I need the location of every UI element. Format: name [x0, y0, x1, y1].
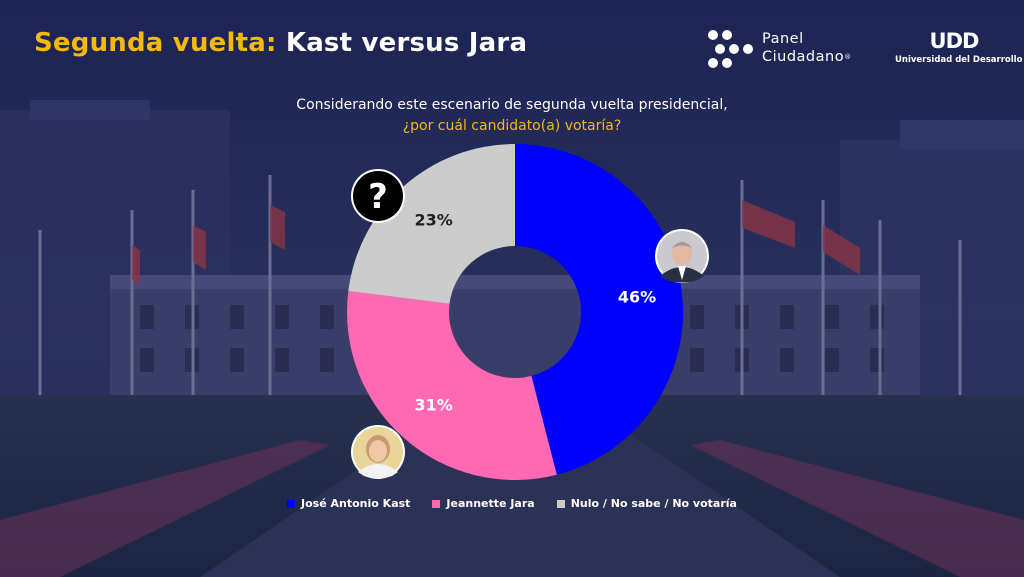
chart-legend: José Antonio Kast Jeannette Jara Nulo / … — [0, 497, 1024, 510]
legend-swatch-jara — [432, 499, 441, 508]
question-line-2: ¿por cuál candidato(a) votaría? — [402, 118, 622, 134]
photo-jara-icon — [351, 425, 405, 479]
legend-item-nulo: Nulo / No sabe / No votaría — [556, 497, 737, 510]
legend-label-kast: José Antonio Kast — [301, 497, 411, 510]
udd-logo: UDD Universidad del Desarrollo — [895, 29, 1023, 65]
slice-kast — [515, 144, 684, 475]
panel-logo-line-1: Panel — [762, 31, 804, 47]
legend-swatch-nulo — [556, 499, 565, 508]
udd-logo-subtitle: Universidad del Desarrollo — [895, 55, 1023, 65]
svg-text:?: ? — [368, 177, 388, 217]
legend-item-jara: Jeannette Jara — [432, 497, 535, 510]
data-label-kast: 46% — [618, 288, 656, 307]
slice-jara — [346, 290, 557, 481]
legend-label-jara: Jeannette Jara — [446, 497, 535, 510]
legend-label-nulo: Nulo / No sabe / No votaría — [570, 497, 737, 510]
data-label-nulo: 23% — [415, 211, 453, 230]
title-highlight: Segunda vuelta: — [34, 28, 277, 58]
survey-question: Considerando este escenario de segunda v… — [0, 95, 1024, 137]
registered-mark: ® — [844, 53, 852, 61]
legend-item-kast: José Antonio Kast — [287, 497, 410, 510]
photo-kast-icon — [655, 229, 709, 283]
question-line-1: Considerando este escenario de segunda v… — [296, 97, 728, 113]
panel-logo-line-2: Ciudadano — [762, 49, 845, 65]
data-label-jara: 31% — [415, 395, 453, 414]
question-mark-icon: ? — [351, 169, 405, 223]
legend-swatch-kast — [287, 499, 296, 508]
slice-nulo — [348, 144, 515, 304]
title-rest: Kast versus Jara — [285, 28, 528, 58]
udd-logo-mark: UDD — [929, 29, 980, 53]
page-title: Segunda vuelta: Kast versus Jara — [34, 28, 527, 58]
panel-ciudadano-dots-icon — [708, 30, 753, 68]
